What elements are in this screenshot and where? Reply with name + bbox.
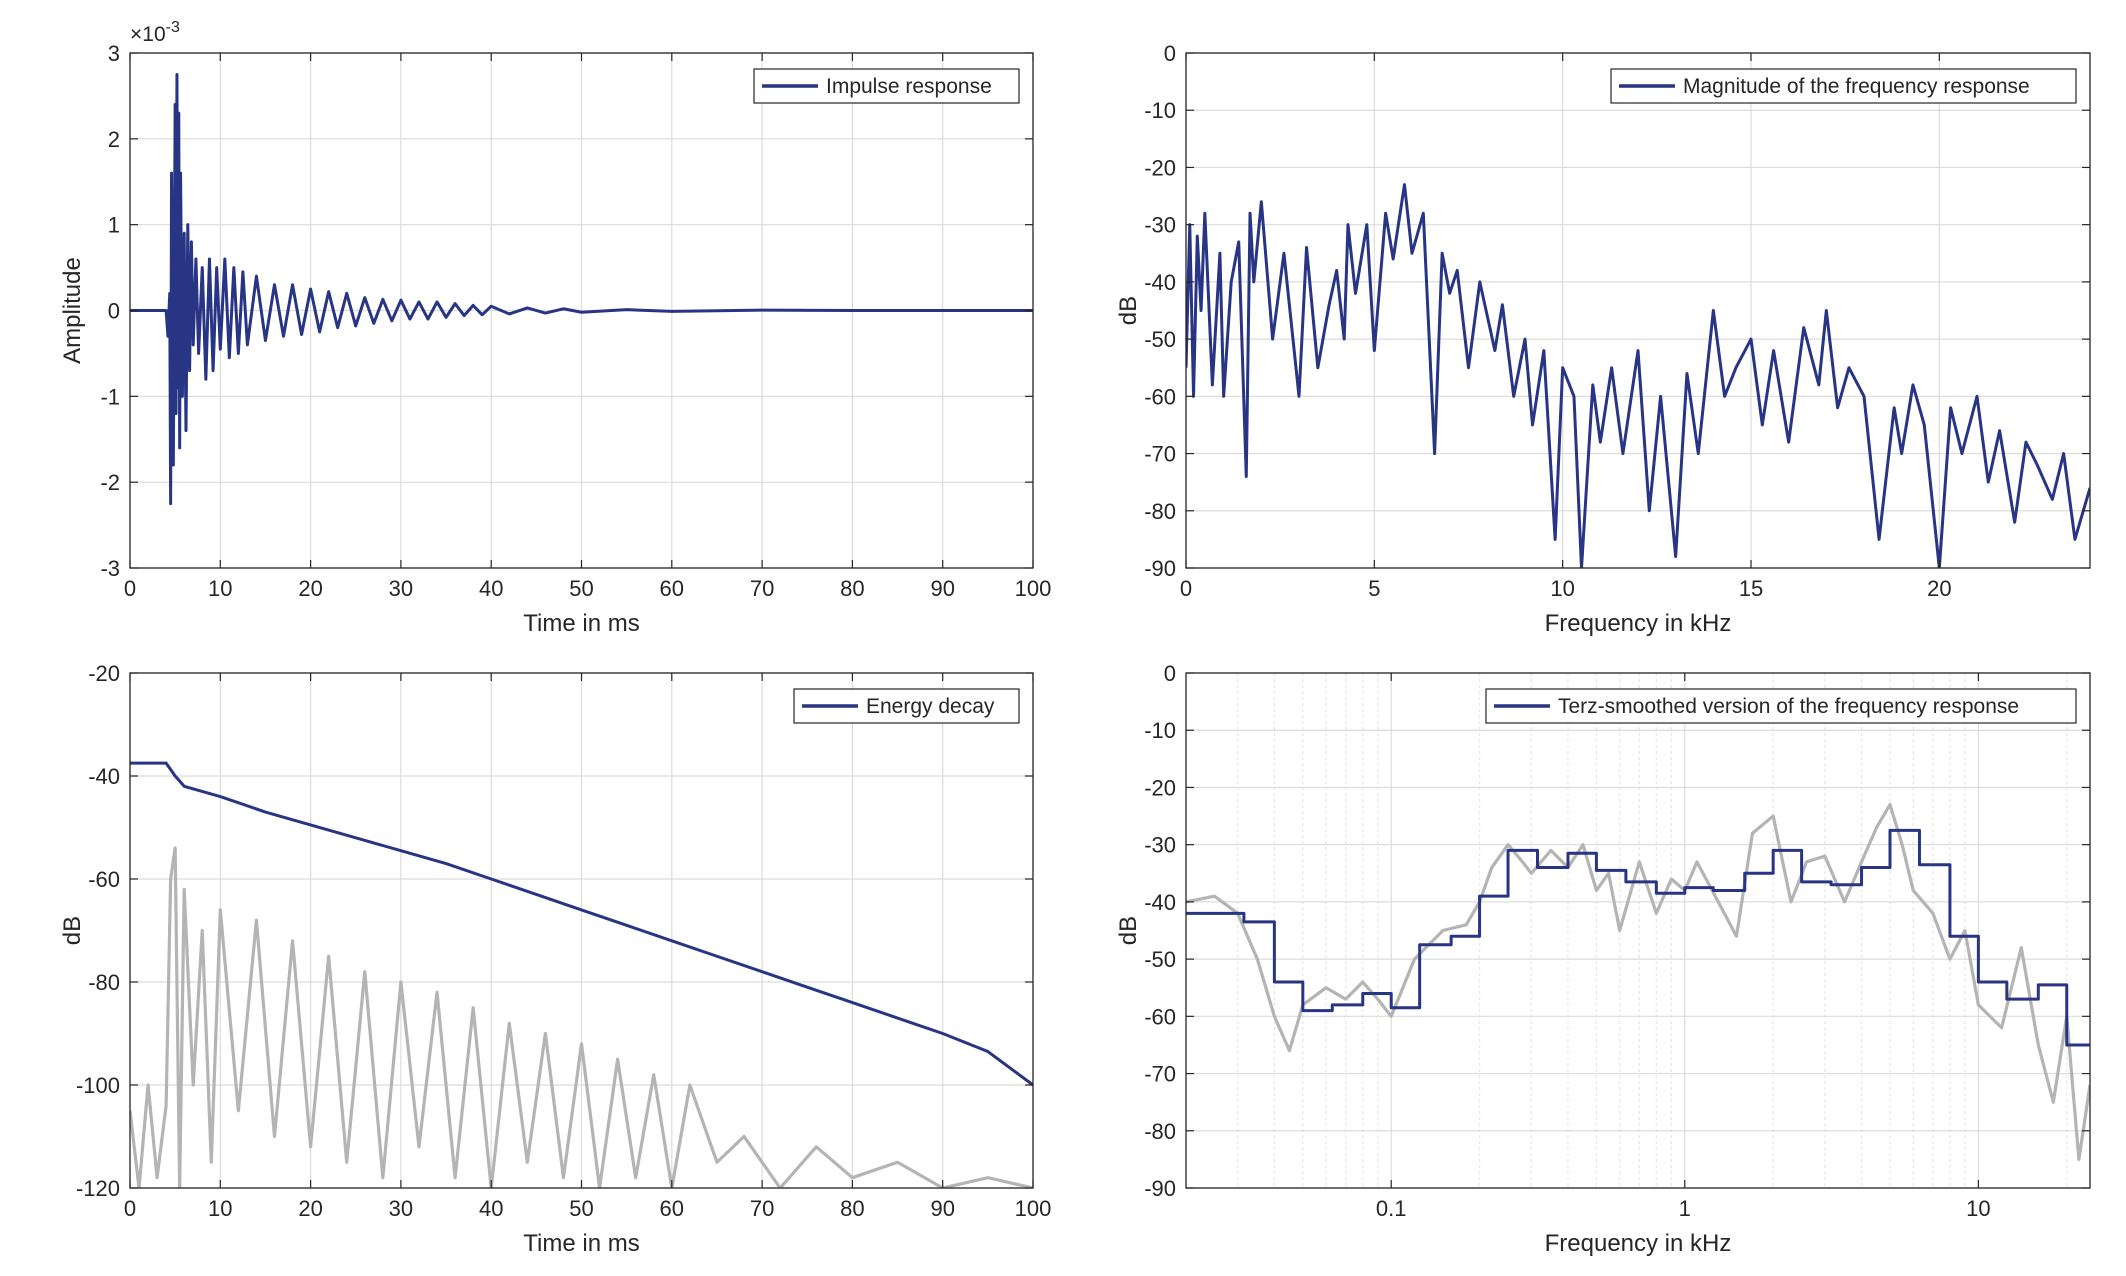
y-tick-label: -20 — [1144, 155, 1176, 180]
y-tick-label: -10 — [1144, 718, 1176, 743]
y-tick-label: 0 — [1164, 661, 1176, 686]
x-axis-label: Time in ms — [523, 610, 639, 637]
x-tick-label: 0 — [1180, 576, 1192, 601]
legend: Terz-smoothed version of the frequency r… — [1485, 688, 2077, 724]
series-impulse-response — [130, 72, 1033, 506]
chart-energy: 0 10 20 30 40 50 60 70 80 90 100 -20 -40 -60 -80 -100 -1… — [59, 661, 1051, 1257]
x-tick-label: 90 — [930, 1196, 954, 1221]
y-tick-label: -80 — [1144, 1119, 1176, 1144]
y-tick-label: -50 — [1144, 947, 1176, 972]
x-axis-label: Frequency in kHz — [1545, 1230, 1732, 1257]
legend-box — [1485, 688, 2077, 724]
x-tick-label: 20 — [298, 1196, 322, 1221]
legend-label: Energy decay — [866, 695, 995, 718]
y-tick-label: -80 — [88, 970, 120, 995]
series-unsmoothed — [1186, 803, 2090, 1161]
x-tick-label: 90 — [930, 576, 954, 601]
x-tick-label: 50 — [569, 1196, 593, 1221]
x-axis-label: Frequency in kHz — [1545, 610, 1732, 637]
chart-magnitude: 0 5 10 15 20 0 -10 -20 -30 -40 -50 -60 -70 -80 -90 Freq… — [1115, 41, 2091, 637]
x-tick-label: 5 — [1368, 576, 1380, 601]
y-tick-label: -20 — [88, 661, 120, 686]
x-tick-label: 10 — [1966, 1196, 1990, 1221]
y-tick-label: -30 — [1144, 833, 1176, 858]
x-axis-label: Time in ms — [523, 1230, 639, 1257]
y-tick-label: -60 — [1144, 1004, 1176, 1029]
x-tick-label: 20 — [1927, 576, 1951, 601]
x-tick-label: 30 — [389, 1196, 413, 1221]
y-tick-label: -40 — [1144, 890, 1176, 915]
y-tick-label: -1 — [100, 384, 120, 409]
y-tick-label: -50 — [1144, 327, 1176, 352]
y-axis-label: dB — [1115, 916, 1142, 945]
x-tick-label: 80 — [840, 576, 864, 601]
y-tick-label: -30 — [1144, 213, 1176, 238]
y-tick-label: 3 — [108, 41, 120, 66]
x-tick-label: 100 — [1015, 1196, 1052, 1221]
x-tick-label: 100 — [1015, 576, 1052, 601]
x-tick-label: 15 — [1739, 576, 1763, 601]
x-tick-label: 60 — [660, 576, 684, 601]
y-tick-label: -40 — [88, 764, 120, 789]
axes-box — [1185, 672, 2091, 1189]
y-axis-label: dB — [1115, 296, 1142, 325]
legend-label: Impulse response — [826, 75, 992, 98]
series-terz-smoothed-version-of-the-frequency-response — [1186, 828, 2090, 1047]
legend-label: Magnitude of the frequency response — [1683, 75, 2030, 98]
series-magnitude-of-the-frequency-response — [1186, 183, 2090, 568]
y-tick-label: -100 — [76, 1073, 120, 1098]
y-tick-label: -40 — [1144, 270, 1176, 295]
chart-impulse: 0 10 20 30 40 50 60 70 80 90 100 -3 -2 -1 0 1 2 3 Time in … — [59, 19, 1051, 637]
series-unsmoothed — [130, 846, 1033, 1188]
axes-box — [1185, 52, 2091, 569]
y-axis-label: dB — [59, 916, 86, 945]
x-tick-label: 40 — [479, 1196, 503, 1221]
x-tick-label: 50 — [569, 576, 593, 601]
y-tick-label: 1 — [108, 213, 120, 238]
y-tick-label: -70 — [1144, 442, 1176, 467]
y-tick-label: -20 — [1144, 775, 1176, 800]
y-exponent-label: ×10-3 — [130, 19, 180, 46]
x-tick-label: 1 — [1679, 1196, 1691, 1221]
x-tick-label: 40 — [479, 576, 503, 601]
y-tick-label: -3 — [100, 556, 120, 581]
y-axis-label: Amplitude — [59, 257, 86, 364]
y-tick-label: 2 — [108, 127, 120, 152]
legend: Magnitude of the frequency response — [1610, 68, 2077, 104]
legend: Energy decay — [793, 688, 1020, 724]
y-tick-label: -120 — [76, 1176, 120, 1201]
x-tick-label: 20 — [298, 576, 322, 601]
x-tick-label: 70 — [750, 1196, 774, 1221]
x-tick-label: 10 — [1550, 576, 1574, 601]
x-tick-label: 80 — [840, 1196, 864, 1221]
x-tick-label: 10 — [208, 1196, 232, 1221]
legend-box — [1610, 68, 2077, 104]
y-tick-label: 0 — [108, 299, 120, 324]
x-tick-label: 70 — [750, 576, 774, 601]
y-tick-label: -70 — [1144, 1062, 1176, 1087]
x-tick-label: 30 — [389, 576, 413, 601]
y-tick-label: 0 — [1164, 41, 1176, 66]
y-tick-label: -80 — [1144, 499, 1176, 524]
y-tick-label: -90 — [1144, 556, 1176, 581]
x-tick-label: 10 — [208, 576, 232, 601]
x-tick-label: 0 — [124, 576, 136, 601]
series-energy-decay — [130, 761, 1033, 1087]
plot-area — [1186, 673, 2090, 1188]
plot-area — [1186, 53, 2090, 568]
chart-terz: 0.1 1 10 0 -10 -20 -30 -40 -50 -60 -70 -80 -90 Freque… — [1115, 661, 2091, 1257]
legend-label: Terz-smoothed version of the frequency r… — [1558, 695, 2019, 718]
x-tick-label: 60 — [660, 1196, 684, 1221]
x-tick-label: 0 — [124, 1196, 136, 1221]
y-tick-label: -60 — [88, 867, 120, 892]
y-tick-label: -10 — [1144, 98, 1176, 123]
y-tick-label: -2 — [100, 470, 120, 495]
y-tick-label: -60 — [1144, 384, 1176, 409]
x-tick-label: 0.1 — [1376, 1196, 1407, 1221]
y-tick-label: -90 — [1144, 1176, 1176, 1201]
legend: Impulse response — [753, 68, 1020, 104]
